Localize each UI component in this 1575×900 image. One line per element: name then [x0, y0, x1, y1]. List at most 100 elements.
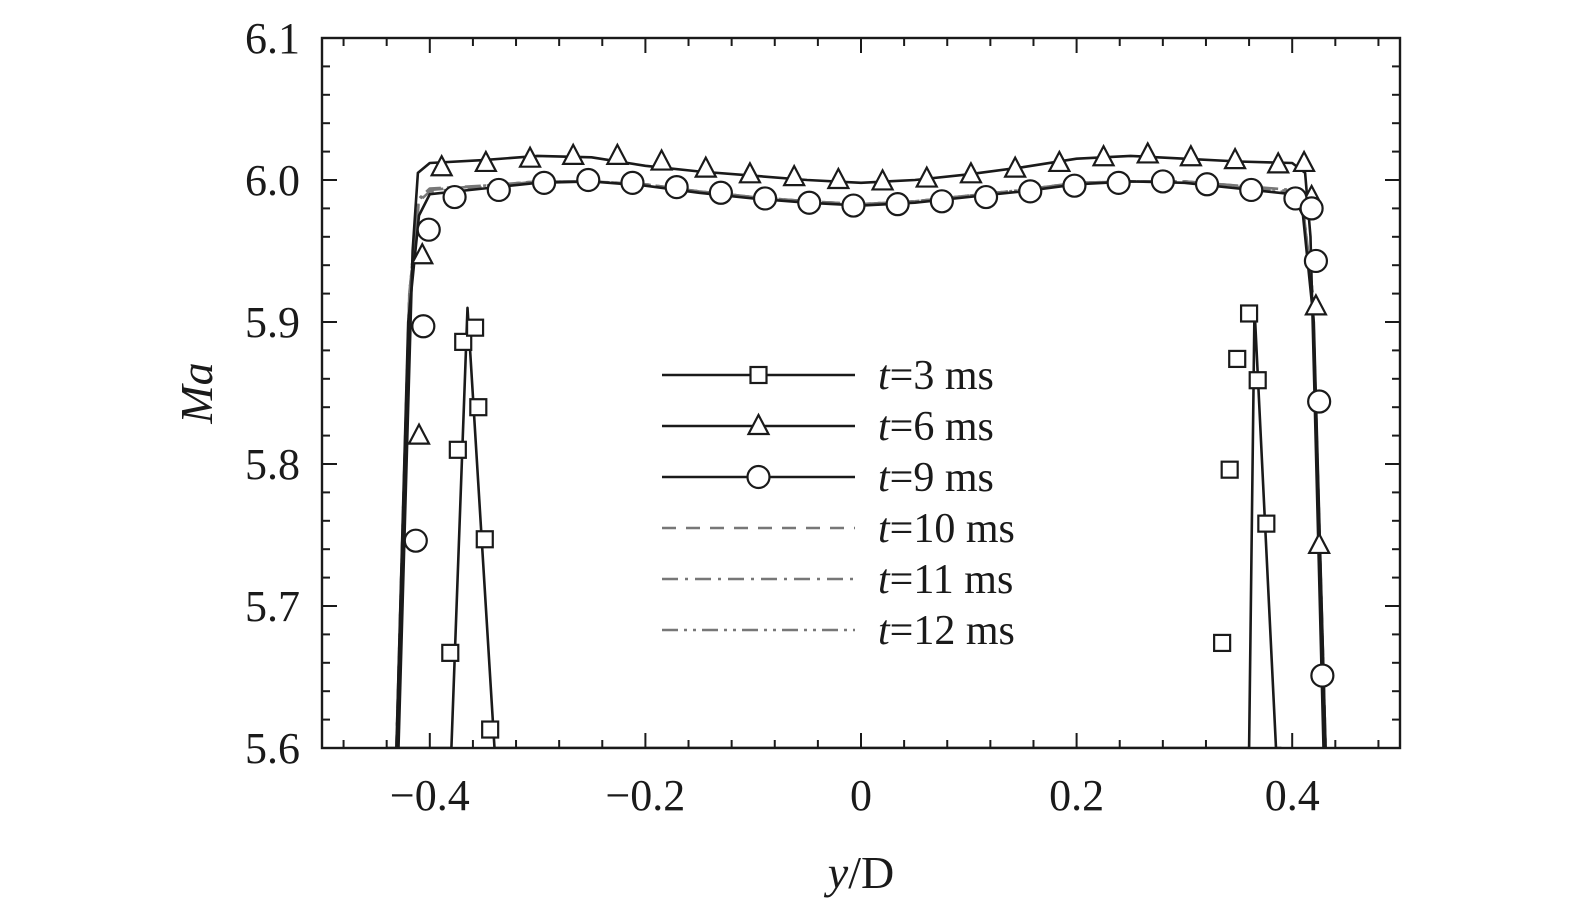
series-0-marker-12	[1257, 514, 1276, 533]
series-1-marker-20	[1223, 146, 1247, 170]
legend-item-0: t=3 ms	[662, 353, 994, 399]
series-1-marker-14	[959, 160, 983, 184]
series-0-marker-10	[1239, 304, 1259, 323]
legend-label-var-1: t	[878, 404, 891, 450]
legend-item-3: t=10 ms	[662, 506, 1015, 552]
legend-label-0: t=3 ms	[878, 353, 994, 399]
y-tick-label: 5.7	[245, 582, 300, 631]
plot-area	[386, 141, 1335, 748]
series-1-marker-6	[605, 142, 630, 165]
series-2-marker-16	[1018, 179, 1043, 204]
y-tick-label: 6.1	[245, 14, 300, 63]
series-5	[395, 180, 1327, 748]
legend-label-rest-3: =10 ms	[890, 506, 1015, 552]
series-0-marker-2	[454, 332, 473, 351]
series-0-marker-6	[481, 720, 500, 739]
series-1-marker-5	[561, 142, 585, 165]
series-2-marker-11	[797, 190, 822, 215]
series-1-marker-22	[1292, 149, 1316, 173]
series-2-marker-19	[1150, 169, 1175, 194]
plot-frame	[320, 36, 1402, 750]
series-0-marker-7	[1213, 633, 1232, 653]
y-tick-label: 5.9	[245, 298, 300, 347]
series-2-marker-21	[1239, 177, 1264, 203]
series-1-marker-7	[649, 148, 674, 171]
series-2-marker-18	[1106, 170, 1131, 195]
legend-label-rest-0: =3 ms	[890, 353, 994, 399]
legend-label-rest-2: =9 ms	[890, 455, 994, 501]
series-2-marker-23	[1299, 196, 1324, 221]
series-4	[395, 180, 1327, 748]
x-tick-label: −0.4	[390, 771, 470, 820]
legend-label-rest-5: =12 ms	[890, 608, 1015, 654]
legend-marker-0	[749, 365, 768, 385]
series-1	[397, 154, 1325, 748]
series-2-marker-12	[841, 193, 866, 218]
legend-label-2: t=9 ms	[878, 455, 994, 501]
series-2	[395, 180, 1327, 748]
series-3-line	[395, 180, 1327, 748]
series-0-marker-11	[1248, 371, 1267, 390]
x-tick-label: −0.2	[605, 771, 685, 820]
legend-label-rest-4: =11 ms	[890, 557, 1014, 603]
series-2-marker-24	[1303, 248, 1329, 274]
series-2-marker-26	[1310, 663, 1335, 688]
legend-marker-1	[746, 412, 771, 436]
x-axis-title: y/D	[824, 847, 894, 898]
x-tick-label: 0.4	[1265, 771, 1320, 820]
series-1-marker-4	[518, 145, 542, 168]
series-2-marker-17	[1062, 173, 1087, 198]
series-0-marker-5	[475, 530, 494, 549]
series-1-marker-2	[429, 153, 454, 177]
y-tick-label: 5.6	[245, 724, 300, 773]
series-2-line	[395, 180, 1327, 748]
series-0-marker-9	[1228, 349, 1247, 369]
series-1-marker-8	[693, 155, 718, 178]
series-4-line	[395, 180, 1327, 748]
series-0-marker-4	[469, 398, 488, 417]
y-tick-label: 6.0	[245, 156, 300, 205]
series-1-marker-1	[410, 241, 435, 265]
legend-label-var-0: t	[878, 353, 891, 399]
legend-label-var-2: t	[878, 455, 891, 501]
legend-label-var-5: t	[878, 608, 891, 654]
x-axis-title-rest: /D	[848, 847, 894, 898]
legend-item-5: t=12 ms	[662, 608, 1015, 654]
legend-item-2: t=9 ms	[662, 455, 994, 501]
series-2-marker-0	[403, 528, 428, 553]
series-2-marker-15	[973, 184, 999, 210]
series-2-marker-7	[620, 170, 645, 195]
series-1-marker-11	[826, 166, 851, 190]
legend-label-4: t=11 ms	[878, 557, 1013, 603]
series-1-marker-25	[1307, 531, 1331, 555]
legend-item-1: t=6 ms	[662, 404, 994, 450]
legend-label-5: t=12 ms	[878, 608, 1015, 654]
series-2-marker-20	[1194, 172, 1220, 197]
series-3	[395, 180, 1327, 748]
series-0-markers	[441, 304, 1276, 739]
legend: t=3 mst=6 mst=9 mst=10 mst=11 mst=12 ms	[662, 353, 1015, 654]
series-2-marker-8	[664, 175, 689, 200]
legend-item-4: t=11 ms	[662, 557, 1013, 603]
legend-marker-2	[746, 464, 771, 490]
series-5-line	[395, 180, 1327, 748]
legend-label-rest-1: =6 ms	[890, 404, 994, 450]
series-0-marker-3	[465, 318, 485, 337]
series-2-marker-10	[752, 186, 778, 211]
legend-label-3: t=10 ms	[878, 506, 1015, 552]
series-2-marker-14	[929, 189, 954, 214]
series-1-marker-3	[474, 149, 498, 173]
series-1-marker-16	[1047, 149, 1072, 173]
series-0-marker-8	[1220, 460, 1239, 479]
legend-label-var-4: t	[878, 557, 891, 603]
legend-label-var-3: t	[878, 506, 891, 552]
series-0-marker-1	[448, 440, 467, 459]
series-1-marker-19	[1179, 143, 1203, 167]
legend-label-1: t=6 ms	[878, 404, 994, 450]
series-2-markers	[403, 167, 1335, 688]
series-0-marker-0	[441, 643, 460, 662]
x-tick-label: 0.2	[1049, 771, 1104, 820]
series-2-marker-6	[576, 167, 601, 193]
series-1-marker-24	[1304, 293, 1328, 316]
